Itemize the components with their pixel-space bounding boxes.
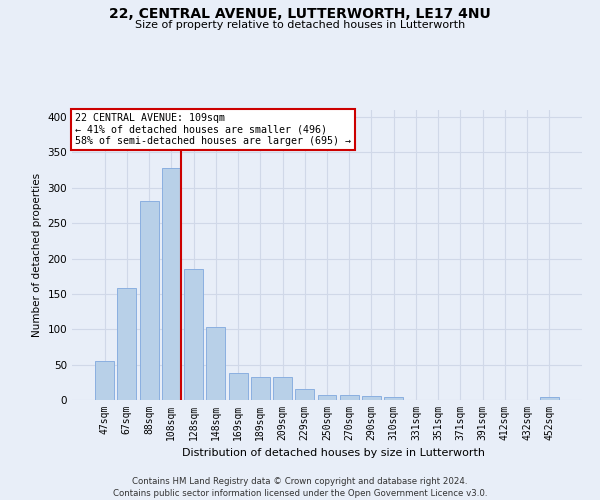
Bar	[317, 395, 337, 400]
Bar	[162, 168, 181, 400]
Bar	[251, 378, 270, 400]
Text: 22, CENTRAL AVENUE, LUTTERWORTH, LE17 4NU: 22, CENTRAL AVENUE, LUTTERWORTH, LE17 4N…	[109, 8, 491, 22]
Bar	[184, 269, 203, 400]
Bar	[362, 396, 381, 400]
Bar	[295, 390, 314, 400]
Bar	[140, 200, 158, 400]
Text: Contains public sector information licensed under the Open Government Licence v3: Contains public sector information licen…	[113, 489, 487, 498]
Text: Distribution of detached houses by size in Lutterworth: Distribution of detached houses by size …	[182, 448, 485, 458]
Bar	[384, 397, 403, 400]
Text: Size of property relative to detached houses in Lutterworth: Size of property relative to detached ho…	[135, 20, 465, 30]
Text: Contains HM Land Registry data © Crown copyright and database right 2024.: Contains HM Land Registry data © Crown c…	[132, 478, 468, 486]
Bar	[229, 373, 248, 400]
Bar	[273, 378, 292, 400]
Bar	[118, 288, 136, 400]
Bar	[95, 361, 114, 400]
Y-axis label: Number of detached properties: Number of detached properties	[32, 173, 42, 337]
Bar	[206, 327, 225, 400]
Bar	[540, 397, 559, 400]
Bar	[340, 395, 359, 400]
Text: 22 CENTRAL AVENUE: 109sqm
← 41% of detached houses are smaller (496)
58% of semi: 22 CENTRAL AVENUE: 109sqm ← 41% of detac…	[74, 113, 350, 146]
